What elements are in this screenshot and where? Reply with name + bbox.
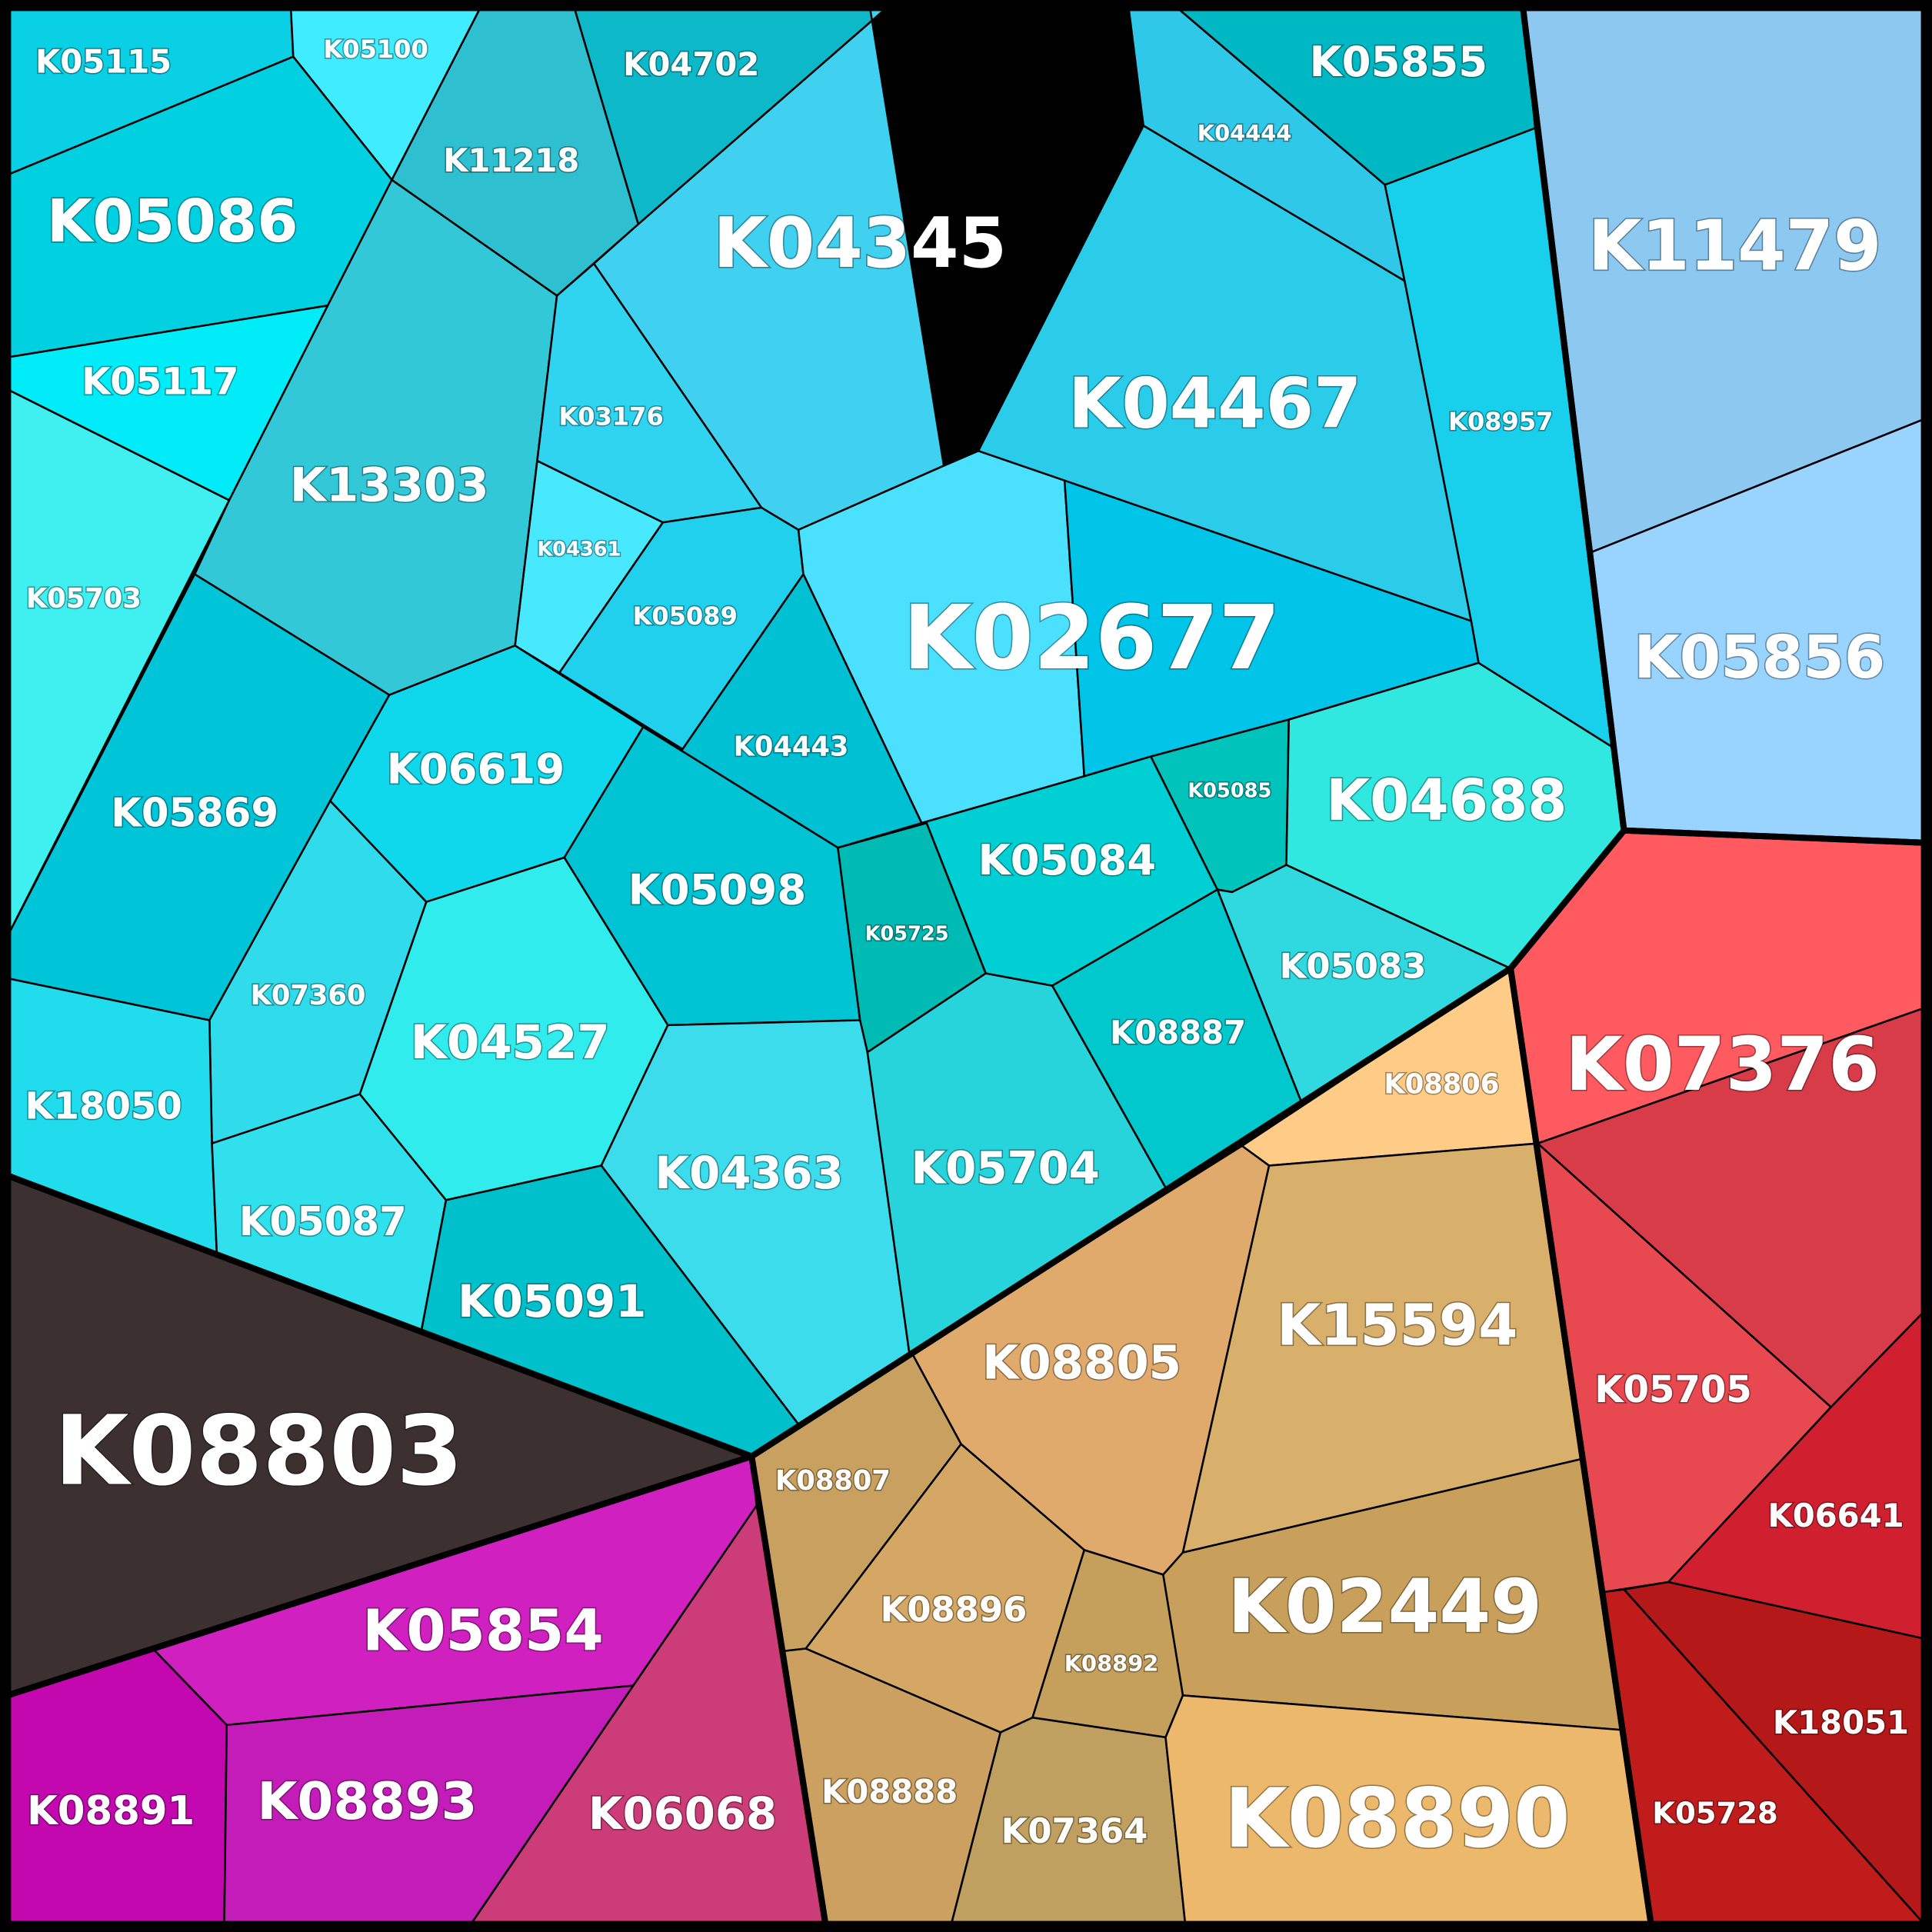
cell-label-k18050: K18050 (25, 1085, 182, 1128)
cell-label-k05725: K05725 (865, 922, 949, 945)
cell-label-k04702: K04702 (623, 45, 759, 83)
cell-label-k07364: K07364 (1001, 1810, 1148, 1851)
cell-label-k05704: K05704 (911, 1142, 1100, 1194)
cell-label-k04467: K04467 (1068, 364, 1362, 444)
cell-label-k06619: K06619 (387, 744, 565, 794)
cell-label-k07376: K07376 (1565, 1021, 1880, 1108)
cell-label-k05117: K05117 (82, 361, 238, 404)
cell-label-k05869: K05869 (111, 790, 278, 836)
cell-label-k05728: K05728 (1652, 1797, 1778, 1831)
cell-label-k04361: K04361 (537, 538, 621, 561)
cell-label-k05855: K05855 (1309, 37, 1487, 86)
cell-label-k05856: K05856 (1634, 624, 1885, 692)
cell-label-k08807: K08807 (775, 1465, 891, 1497)
cell-label-k05083: K05083 (1280, 946, 1427, 987)
cell-label-k04444: K04444 (1198, 120, 1292, 146)
cell-label-k04527: K04527 (411, 1015, 610, 1070)
cell-label-k05854: K05854 (362, 1599, 603, 1664)
cell-label-k08890: K08890 (1224, 1771, 1571, 1866)
cell-label-k08957: K08957 (1448, 407, 1553, 436)
cells-layer (6, 6, 1926, 1926)
cell-label-k06068: K06068 (588, 1787, 777, 1840)
cell-label-k05100: K05100 (323, 35, 428, 64)
cell-label-k05703: K05703 (26, 583, 142, 615)
cell-label-k04443: K04443 (734, 731, 849, 762)
cell-label-k06641: K06641 (1767, 1497, 1904, 1534)
cell-label-k05085: K05085 (1188, 780, 1271, 803)
cell-label-k08891: K08891 (27, 1788, 195, 1834)
cell-label-k18051: K18051 (1773, 1704, 1909, 1741)
cell-label-k08805: K08805 (982, 1335, 1181, 1390)
cell-label-k02449: K02449 (1227, 1564, 1542, 1650)
cell-label-k03176: K03176 (558, 401, 663, 431)
cell-label-k04688: K04688 (1326, 768, 1567, 834)
cell-k05704 (866, 972, 1167, 1354)
cell-label-k05089: K05089 (633, 601, 738, 631)
cell-k08891 (6, 1647, 228, 1926)
cell-label-k07360: K07360 (251, 980, 366, 1011)
cell-label-k08806: K08806 (1384, 1068, 1499, 1100)
cell-label-k08892: K08892 (1064, 1651, 1159, 1677)
cell-label-k08803: K08803 (55, 1396, 463, 1507)
cell-label-k05086: K05086 (47, 188, 298, 256)
cell-label-k13303: K13303 (290, 458, 489, 513)
cell-label-k05087: K05087 (239, 1199, 407, 1245)
cell-label-k04363: K04363 (655, 1147, 843, 1199)
cell-label-k05705: K05705 (1594, 1368, 1751, 1411)
cell-label-k05115: K05115 (35, 43, 172, 81)
labels-layer: K05115 K05100 K04702 K05855 K05086 K11218 K043… (24, 33, 1910, 1867)
cell-label-k08896: K08896 (881, 1589, 1028, 1630)
cell-label-k11218: K11218 (443, 142, 579, 179)
cell-label-k04345: K04345 (713, 204, 1007, 284)
cell-label-k08888: K08888 (821, 1773, 958, 1810)
cell-label-k15594: K15594 (1277, 1293, 1517, 1358)
cell-label-k05091: K05091 (458, 1275, 646, 1327)
cell-label-k08893: K08893 (257, 1771, 477, 1831)
cell-label-k05098: K05098 (628, 865, 807, 914)
cell-label-k05084: K05084 (978, 835, 1157, 884)
cell-label-k02677: K02677 (903, 587, 1281, 690)
cell-label-k08887: K08887 (1110, 1014, 1246, 1051)
cell-label-k11479: K11479 (1588, 206, 1882, 286)
